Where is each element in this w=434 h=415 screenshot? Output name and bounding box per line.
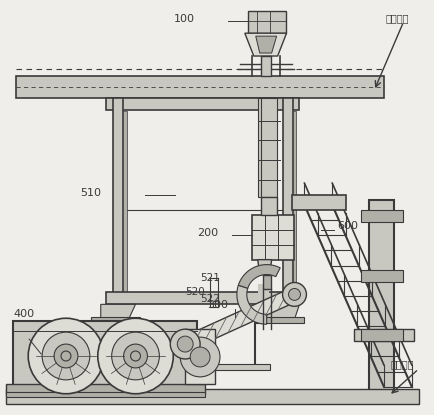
Circle shape — [42, 332, 89, 380]
Bar — [200, 364, 269, 370]
Circle shape — [130, 351, 140, 361]
Bar — [260, 56, 270, 76]
Bar — [7, 389, 418, 404]
Text: 300: 300 — [207, 300, 227, 310]
Text: 522: 522 — [200, 294, 220, 304]
Circle shape — [123, 344, 147, 368]
Circle shape — [54, 344, 78, 368]
Circle shape — [28, 318, 103, 394]
Circle shape — [170, 329, 200, 359]
Bar — [105, 98, 299, 110]
Bar — [353, 329, 413, 341]
Bar — [292, 111, 296, 294]
Bar — [360, 270, 402, 281]
Polygon shape — [238, 265, 279, 288]
Bar — [247, 11, 285, 33]
Polygon shape — [179, 284, 299, 355]
Bar — [368, 200, 393, 394]
Bar — [262, 275, 270, 289]
Polygon shape — [101, 304, 135, 319]
Bar — [16, 76, 383, 98]
Bar — [360, 329, 402, 341]
Circle shape — [98, 318, 173, 394]
Bar — [7, 392, 204, 397]
Circle shape — [112, 332, 159, 380]
Bar — [291, 195, 345, 210]
Bar — [13, 321, 197, 389]
Circle shape — [61, 351, 71, 361]
Polygon shape — [244, 33, 286, 56]
Text: 一楼地面: 一楼地面 — [390, 359, 414, 369]
Text: 521: 521 — [200, 273, 220, 283]
Bar — [105, 293, 299, 304]
Text: 400: 400 — [13, 309, 34, 319]
Bar — [251, 215, 293, 260]
Bar — [260, 197, 276, 215]
Bar — [360, 210, 402, 222]
Text: 200: 200 — [197, 228, 217, 238]
Bar — [257, 98, 273, 197]
Bar — [254, 317, 304, 323]
Bar — [282, 98, 292, 294]
Polygon shape — [255, 36, 276, 53]
Bar — [260, 98, 276, 197]
Polygon shape — [259, 304, 299, 319]
Text: 510: 510 — [79, 188, 101, 198]
Polygon shape — [237, 285, 266, 324]
Text: 二楼地面: 二楼地面 — [385, 13, 408, 23]
Bar — [122, 111, 126, 294]
Circle shape — [282, 283, 306, 306]
Bar — [7, 384, 204, 394]
Text: 600: 600 — [336, 221, 358, 231]
Bar — [185, 329, 214, 384]
Bar — [91, 317, 140, 323]
Circle shape — [180, 337, 220, 377]
Text: 100: 100 — [174, 14, 195, 24]
Polygon shape — [257, 260, 271, 275]
Circle shape — [190, 347, 210, 367]
Bar — [112, 98, 122, 294]
Text: 520: 520 — [185, 288, 204, 298]
Circle shape — [288, 288, 300, 300]
Circle shape — [177, 336, 193, 352]
